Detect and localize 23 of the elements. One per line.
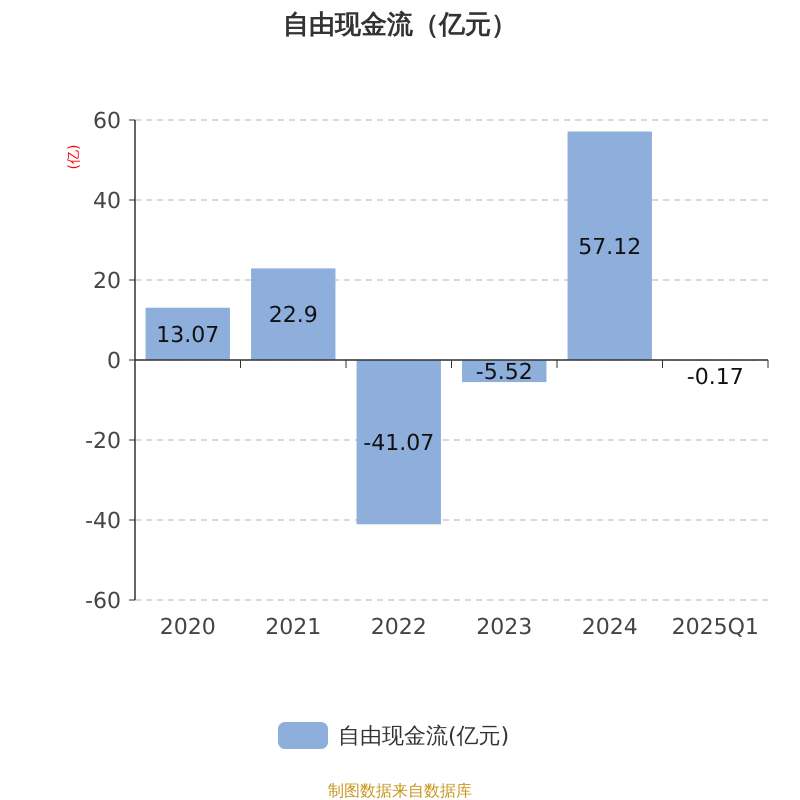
y-tick-label: 60 — [93, 109, 121, 134]
x-tick-label: 2022 — [370, 615, 427, 640]
y-tick-label: -20 — [85, 429, 121, 454]
text: 制图数据来自数据库 — [328, 781, 472, 800]
x-tick-label: 2025Q1 — [672, 615, 759, 640]
data-label: 57.12 — [578, 234, 642, 260]
y-tick-label: -60 — [85, 589, 121, 614]
data-label: -41.07 — [363, 431, 434, 456]
data-label: 13.07 — [156, 322, 220, 348]
x-tick-label: 2023 — [476, 615, 532, 640]
data-label: -5.52 — [476, 360, 533, 386]
chart-title: 自由现金流（亿元） — [283, 10, 517, 40]
x-tick-label: 2024 — [582, 615, 638, 640]
data-label: 22.9 — [268, 303, 318, 328]
y-tick-label: 0 — [107, 349, 121, 374]
x-tick-label: 2021 — [265, 615, 322, 640]
y-tick-label: -40 — [85, 509, 121, 534]
y-tick-label: 20 — [93, 269, 121, 294]
legend-label: 自由现金流(亿元) — [338, 724, 510, 749]
data-label: -0.17 — [686, 365, 744, 390]
x-tick-label: 2020 — [160, 615, 216, 640]
y-axis-title: (亿) — [66, 144, 82, 170]
y-tick-label: 40 — [93, 189, 121, 214]
